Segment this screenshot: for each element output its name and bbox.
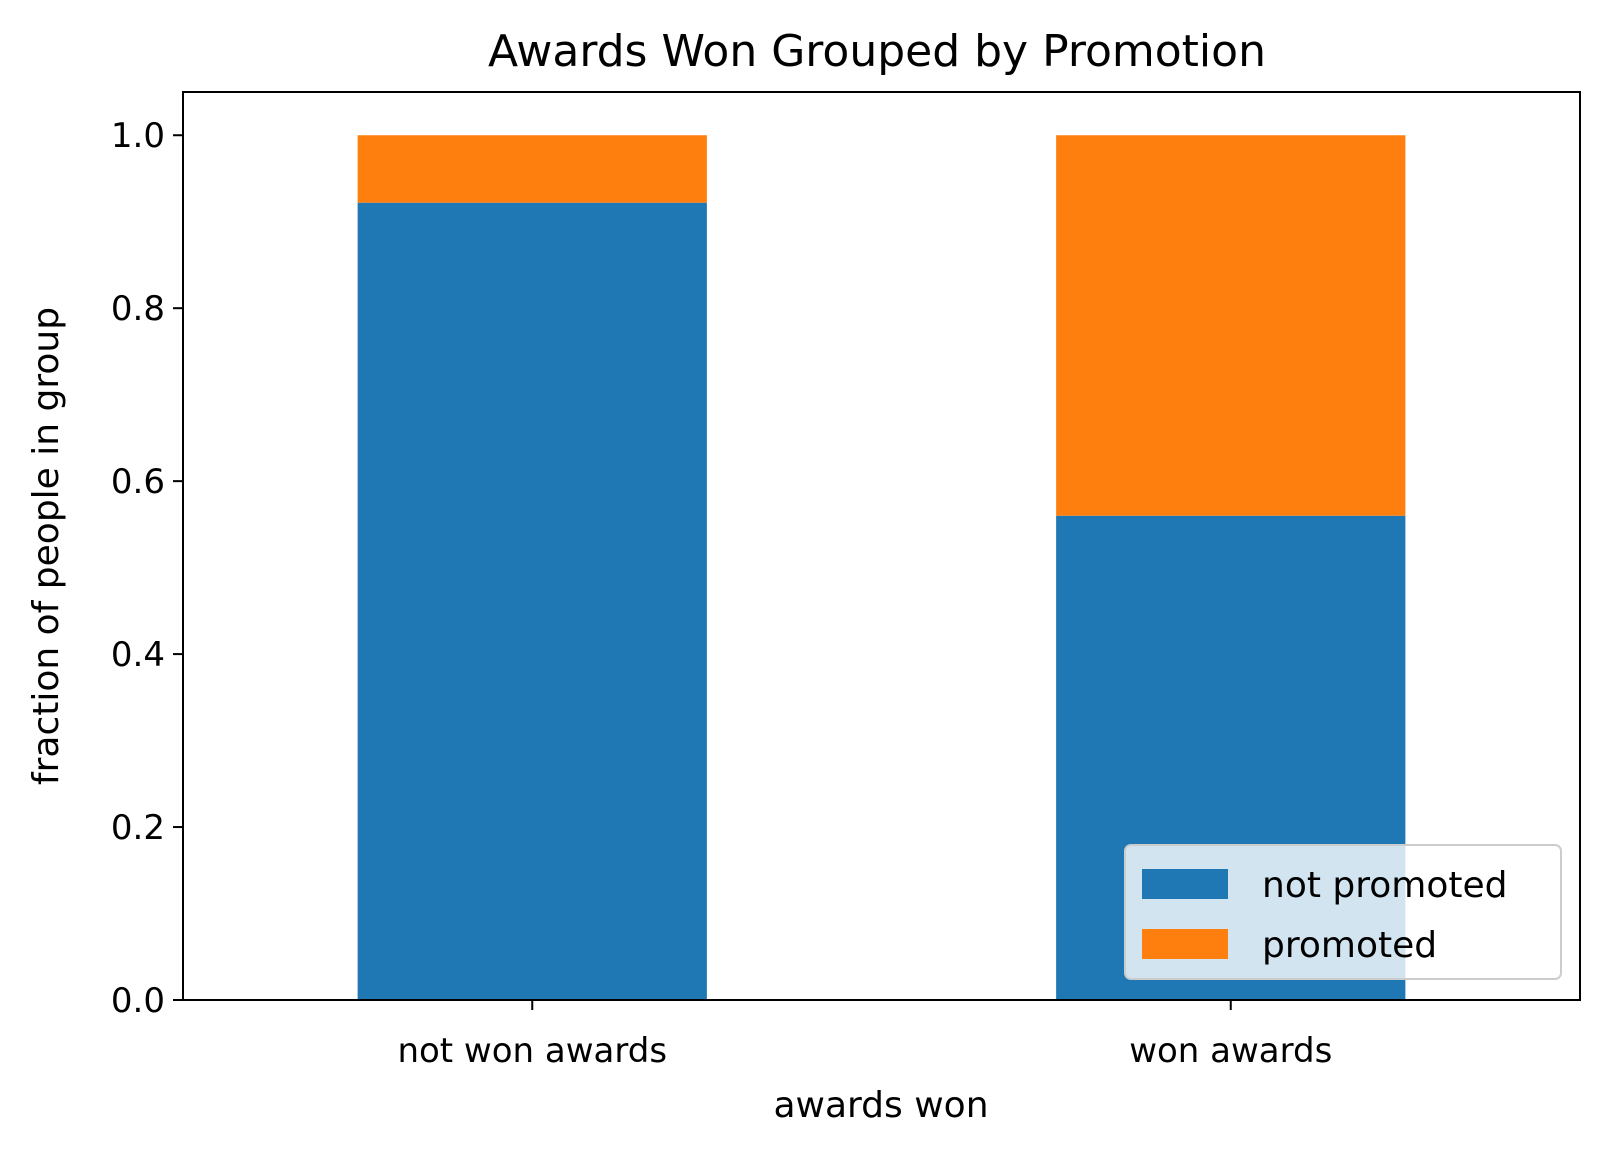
y-axis-label: fraction of people in group: [26, 307, 67, 785]
legend-swatch-promoted: [1142, 929, 1228, 959]
legend-label: not promoted: [1262, 865, 1508, 906]
bar-not-promoted-0: [357, 202, 707, 1000]
x-tick-label: not won awards: [397, 1031, 667, 1071]
bar-promoted-0: [357, 135, 707, 203]
y-ticks: 0.0 0.2 0.4 0.6 0.8 1.0: [111, 116, 183, 1021]
legend-swatch-not-promoted: [1142, 869, 1228, 899]
y-tick-label: 0.0: [111, 981, 165, 1021]
legend-label: promoted: [1262, 925, 1437, 966]
y-tick-label: 0.6: [111, 462, 165, 502]
legend-box: [1124, 844, 1562, 980]
y-tick-label: 1.0: [111, 116, 165, 156]
legend: not promoted promoted: [1124, 844, 1562, 980]
x-ticks: not won awards won awards: [397, 1000, 1332, 1071]
axes-group: [182, 91, 1581, 1001]
x-tick-label: won awards: [1129, 1031, 1332, 1071]
bars-group: [357, 135, 1406, 1000]
y-tick-label: 0.8: [111, 289, 165, 329]
bar-promoted-1: [1056, 135, 1406, 516]
y-tick-label: 0.2: [111, 808, 165, 848]
x-axis-label: awards won: [773, 1085, 988, 1126]
plot-frame: [182, 91, 1581, 1001]
y-tick-label: 0.4: [111, 635, 165, 675]
chart-title: Awards Won Grouped by Promotion: [488, 26, 1266, 77]
